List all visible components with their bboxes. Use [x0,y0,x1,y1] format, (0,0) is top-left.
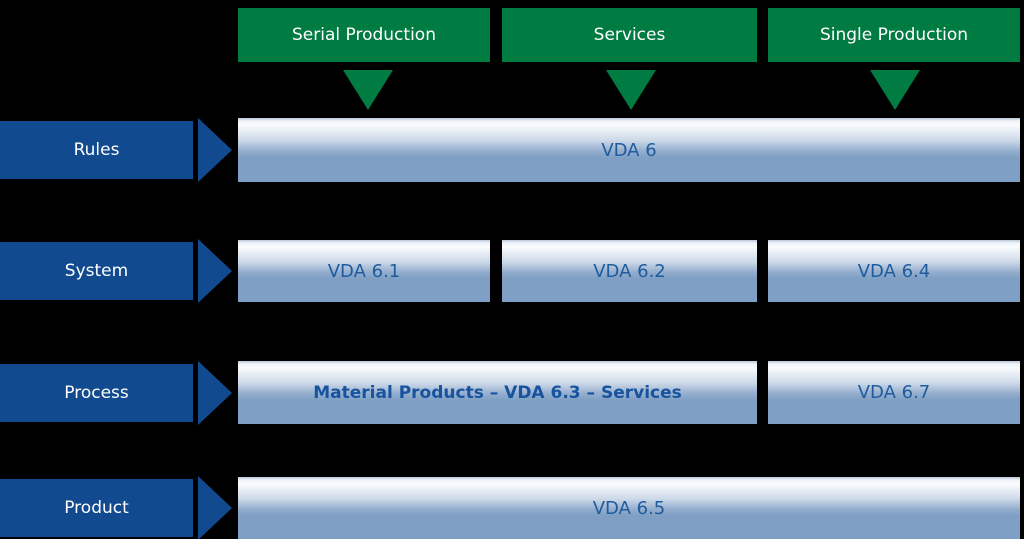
row-label-text: System [64,261,129,281]
row-label-product: Product [0,479,193,537]
down-arrow-icon [343,70,393,110]
row-rules: Rules VDA 6 [0,118,1024,182]
bar-vda-6-3: Material Products – VDA 6.3 – Services [238,361,757,424]
header-label: Services [593,25,666,45]
header-column-services: Services [502,8,757,62]
bar-text: VDA 6 [601,139,657,161]
header-label: Serial Production [292,25,436,45]
right-arrow-icon [198,360,232,425]
right-arrow-icon [198,476,232,539]
bar-vda-6-7: VDA 6.7 [768,361,1020,424]
row-label-text: Rules [73,140,120,160]
row-label-text: Process [64,382,129,403]
row-label-rules: Rules [0,121,193,179]
row-label-process: Process [0,363,193,422]
down-arrow-icon [606,70,656,110]
bar-text: VDA 6.5 [592,497,666,519]
bar-vda-6-5: VDA 6.5 [238,477,1020,539]
bar-text: VDA 6.2 [593,260,666,282]
right-arrow-icon [198,239,232,303]
row-label-text: Product [64,498,129,518]
row-product: Product VDA 6.5 [0,476,1024,539]
bar-text: VDA 6.4 [857,260,931,282]
bar-vda-6: VDA 6 [238,118,1020,182]
header-column-single-production: Single Production [768,8,1020,62]
bar-vda-6-1: VDA 6.1 [238,240,490,302]
bar-vda-6-4: VDA 6.4 [768,240,1020,302]
row-label-system: System [0,242,193,300]
row-process: Process Material Products – VDA 6.3 – Se… [0,360,1024,425]
header-label: Single Production [819,25,969,45]
bar-text: VDA 6.7 [857,382,931,403]
bar-text: Material Products – VDA 6.3 – Services [313,382,682,403]
right-arrow-icon [198,118,232,182]
bar-text: VDA 6.1 [327,260,401,282]
header-column-serial-production: Serial Production [238,8,490,62]
bar-vda-6-2: VDA 6.2 [502,240,757,302]
row-system: System VDA 6.1 VDA 6.2 VDA 6.4 [0,239,1024,303]
down-arrow-icon [870,70,920,110]
